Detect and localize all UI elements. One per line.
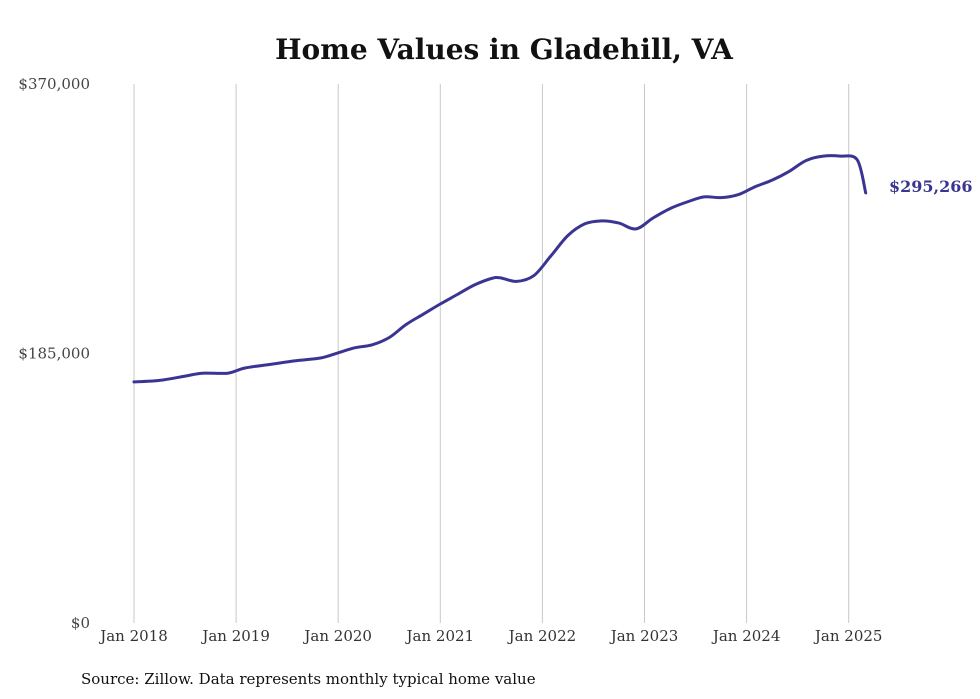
x-axis-ticks: Jan 2018 Jan 2019 Jan 2020 Jan 2021 Jan 2022… [98,627,882,645]
x-tick-label: Jan 2024 [711,627,781,645]
y-tick-label: $0 [71,614,90,632]
series-line [132,154,868,384]
x-tick-label: Jan 2020 [302,627,372,645]
source-note: Source: Zillow. Data represents monthly … [81,670,536,688]
chart-title: Home Values in Gladehill, VA [275,33,734,66]
y-tick-label: $370,000 [18,75,90,93]
x-tick-label: Jan 2025 [813,627,883,645]
x-tick-label: Jan 2022 [507,627,577,645]
y-tick-label: $185,000 [18,345,90,363]
x-tick-label: Jan 2023 [609,627,679,645]
end-value-label: $295,266 [889,177,973,196]
gridlines [133,84,850,623]
y-axis-ticks: $0 $185,000 $370,000 [18,75,90,632]
x-tick-label: Jan 2021 [405,627,475,645]
x-tick-label: Jan 2018 [98,627,168,645]
x-tick-label: Jan 2019 [200,627,270,645]
